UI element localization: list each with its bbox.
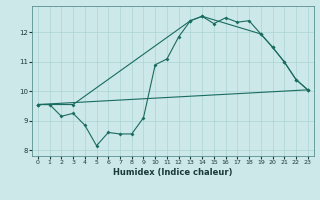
X-axis label: Humidex (Indice chaleur): Humidex (Indice chaleur) [113, 168, 233, 177]
